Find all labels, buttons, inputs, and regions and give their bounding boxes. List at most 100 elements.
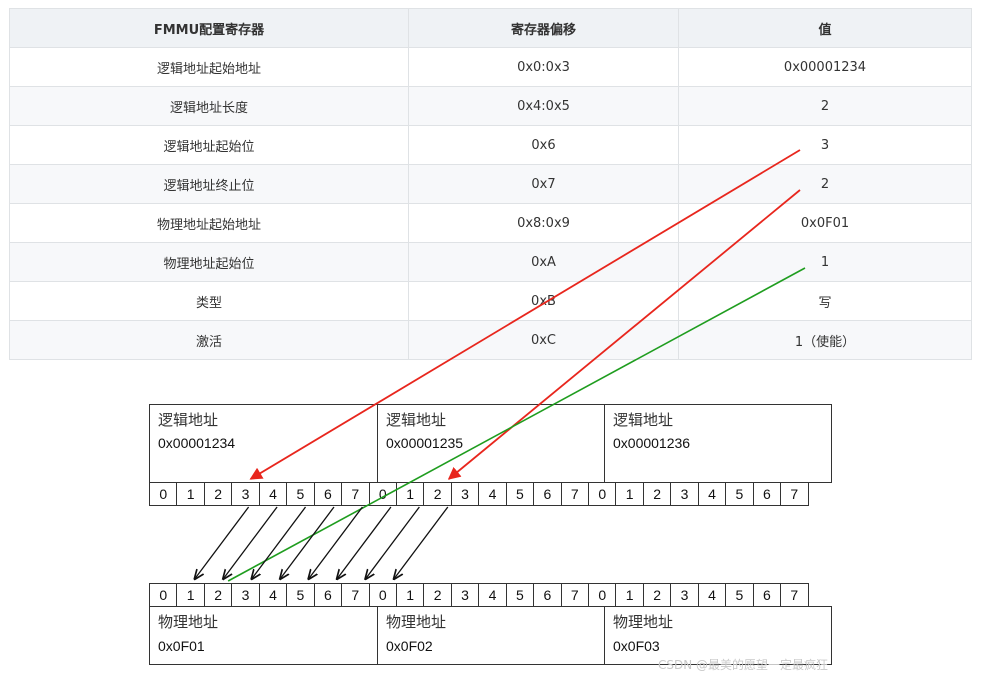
bit-cell: 4 bbox=[697, 482, 727, 506]
header-register: FMMU配置寄存器 bbox=[9, 8, 409, 48]
cell-offset: 0x6 bbox=[408, 125, 679, 165]
bit-cell: 2 bbox=[423, 583, 452, 607]
bit-cell: 3 bbox=[670, 482, 699, 506]
bit-cell: 7 bbox=[560, 583, 589, 607]
bit-cell: 7 bbox=[341, 482, 370, 506]
logical-word-2: 逻辑地址 0x00001236 bbox=[604, 404, 832, 483]
table-header-row: FMMU配置寄存器 寄存器偏移 值 bbox=[9, 8, 972, 48]
cell-register: 逻辑地址长度 bbox=[9, 86, 409, 126]
bit-cell: 4 bbox=[478, 482, 507, 506]
cell-value: 2 bbox=[678, 164, 972, 204]
bit-cell: 6 bbox=[533, 583, 562, 607]
physical-address: 0x0F03 bbox=[613, 638, 660, 654]
bit-cell: 4 bbox=[697, 583, 727, 607]
table-row: 物理地址起始地址 0x8:0x9 0x0F01 bbox=[9, 203, 972, 243]
bit-map-arrow bbox=[195, 506, 250, 579]
bit-cell: 2 bbox=[203, 482, 233, 506]
physical-label: 物理地址 bbox=[613, 613, 674, 631]
bit-cell: 7 bbox=[780, 583, 809, 607]
header-value: 值 bbox=[678, 8, 972, 48]
table-row: 逻辑地址终止位 0x7 2 bbox=[9, 164, 972, 204]
bit-cell: 2 bbox=[203, 583, 233, 607]
cell-value: 1 bbox=[678, 242, 972, 282]
cell-register: 物理地址起始地址 bbox=[9, 203, 409, 243]
cell-offset: 0x8:0x9 bbox=[408, 203, 679, 243]
cell-offset: 0x4:0x5 bbox=[408, 86, 679, 126]
bit-cell: 0 bbox=[588, 583, 617, 607]
bit-map-arrow bbox=[223, 506, 278, 579]
cell-value: 0x0F01 bbox=[678, 203, 972, 243]
bit-cell: 2 bbox=[642, 583, 672, 607]
bit-cell: 1 bbox=[615, 583, 644, 607]
bit-cell: 0 bbox=[368, 583, 397, 607]
bit-cell: 3 bbox=[450, 482, 480, 506]
cell-value: 2 bbox=[678, 86, 972, 126]
logical-address: 0x00001234 bbox=[158, 435, 236, 451]
cell-value: 0x00001234 bbox=[678, 47, 972, 87]
table-row: 激活 0xC 1（使能） bbox=[9, 320, 972, 360]
logical-label: 逻辑地址 bbox=[158, 411, 219, 429]
bit-cell: 6 bbox=[313, 482, 343, 506]
bit-cell: 1 bbox=[395, 583, 425, 607]
cell-offset: 0x0:0x3 bbox=[408, 47, 679, 87]
logical-label: 逻辑地址 bbox=[386, 411, 447, 429]
cell-value: 1（使能） bbox=[678, 320, 972, 360]
watermark: CSDN @最美的愿望一定最疯狂 bbox=[658, 658, 829, 672]
bit-cell: 3 bbox=[670, 583, 699, 607]
bit-cell: 4 bbox=[258, 482, 288, 506]
cell-register: 激活 bbox=[9, 320, 409, 360]
cell-register: 逻辑地址起始位 bbox=[9, 125, 409, 165]
bit-cell: 2 bbox=[642, 482, 672, 506]
physical-label: 物理地址 bbox=[386, 613, 447, 631]
table-row: 逻辑地址长度 0x4:0x5 2 bbox=[9, 86, 972, 126]
logical-label: 逻辑地址 bbox=[613, 411, 674, 429]
physical-address: 0x0F01 bbox=[158, 638, 205, 654]
bit-cell: 6 bbox=[752, 482, 782, 506]
physical-word-2: 物理地址 0x0F03 bbox=[604, 606, 832, 665]
bit-cell: 1 bbox=[176, 482, 205, 506]
physical-address: 0x0F02 bbox=[386, 638, 433, 654]
bit-map-arrow bbox=[394, 506, 449, 579]
bit-cell: 5 bbox=[725, 482, 754, 506]
bit-cell: 5 bbox=[505, 583, 535, 607]
bit-cell: 2 bbox=[423, 482, 452, 506]
bit-map-arrow bbox=[309, 506, 363, 579]
cell-value: 写 bbox=[678, 281, 972, 321]
bit-cell: 5 bbox=[286, 482, 315, 506]
cell-offset: 0xC bbox=[408, 320, 679, 360]
table-row: 逻辑地址起始位 0x6 3 bbox=[9, 125, 972, 165]
bit-cell: 4 bbox=[258, 583, 288, 607]
table-row: 逻辑地址起始地址 0x0:0x3 0x00001234 bbox=[9, 47, 972, 87]
bit-cell: 1 bbox=[176, 583, 205, 607]
cell-register: 类型 bbox=[9, 281, 409, 321]
bit-cell: 7 bbox=[560, 482, 589, 506]
bit-map-arrow bbox=[252, 506, 307, 579]
bit-map-arrow bbox=[337, 506, 392, 579]
bit-cell: 3 bbox=[231, 583, 260, 607]
cell-register: 逻辑地址终止位 bbox=[9, 164, 409, 204]
cell-offset: 0xB bbox=[408, 281, 679, 321]
bit-cell: 7 bbox=[341, 583, 370, 607]
bit-cell: 7 bbox=[780, 482, 809, 506]
table-row: 物理地址起始位 0xA 1 bbox=[9, 242, 972, 282]
logical-address: 0x00001235 bbox=[386, 435, 464, 451]
bit-cell: 3 bbox=[231, 482, 260, 506]
bit-cell: 0 bbox=[149, 482, 178, 506]
cell-offset: 0xA bbox=[408, 242, 679, 282]
cell-register: 物理地址起始位 bbox=[9, 242, 409, 282]
logical-word-1: 逻辑地址 0x00001235 bbox=[377, 404, 605, 483]
bit-cell: 0 bbox=[149, 583, 178, 607]
bit-map-arrow bbox=[365, 506, 420, 579]
physical-word-1: 物理地址 0x0F02 bbox=[377, 606, 605, 665]
cell-register: 逻辑地址起始地址 bbox=[9, 47, 409, 87]
physical-word-0: 物理地址 0x0F01 bbox=[149, 606, 378, 665]
bit-cell: 0 bbox=[368, 482, 397, 506]
cell-offset: 0x7 bbox=[408, 164, 679, 204]
bit-map-arrow bbox=[280, 506, 335, 579]
bit-cell: 6 bbox=[533, 482, 562, 506]
bit-cell: 5 bbox=[286, 583, 315, 607]
logical-address: 0x00001236 bbox=[613, 435, 691, 451]
header-offset: 寄存器偏移 bbox=[408, 8, 679, 48]
